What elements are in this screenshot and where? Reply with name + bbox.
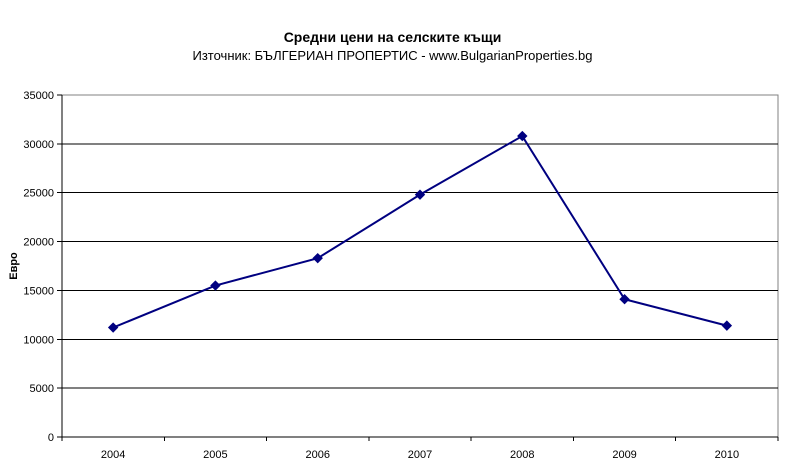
- y-tick-label: 0: [48, 432, 54, 444]
- data-point-marker: [107, 322, 119, 333]
- y-tick-label: 5000: [30, 383, 54, 395]
- data-point-marker: [312, 252, 323, 264]
- data-line: [112, 134, 728, 329]
- data-point-marker: [414, 189, 426, 200]
- chart-title: Средни цени на селските къщи: [283, 29, 502, 45]
- chart-subtitle: Източник: БЪЛГЕРИАН ПРОПЕРТИС - www.Bulg…: [192, 48, 593, 63]
- x-tick-label: 2010: [715, 449, 739, 461]
- data-point-marker: [619, 294, 630, 305]
- x-tick-label: 2009: [612, 449, 636, 461]
- y-tick-label: 25000: [23, 188, 54, 200]
- y-tick-label: 20000: [23, 237, 54, 249]
- data-point-marker: [210, 280, 221, 291]
- x-tick-label: 2006: [305, 449, 329, 461]
- x-tick-label: 2005: [203, 449, 227, 461]
- plot-border: [61, 94, 779, 438]
- y-tick-label: 30000: [23, 139, 54, 151]
- data-point-marker: [721, 320, 733, 331]
- x-tick-label: 2008: [510, 449, 534, 461]
- data-point-marker: [517, 130, 528, 142]
- y-tick-label: 15000: [23, 285, 54, 297]
- y-tick-label: 35000: [23, 90, 54, 102]
- y-tick-label: 10000: [23, 334, 54, 346]
- x-tick-label: 2004: [101, 449, 125, 461]
- x-tick-label: 2007: [408, 449, 432, 461]
